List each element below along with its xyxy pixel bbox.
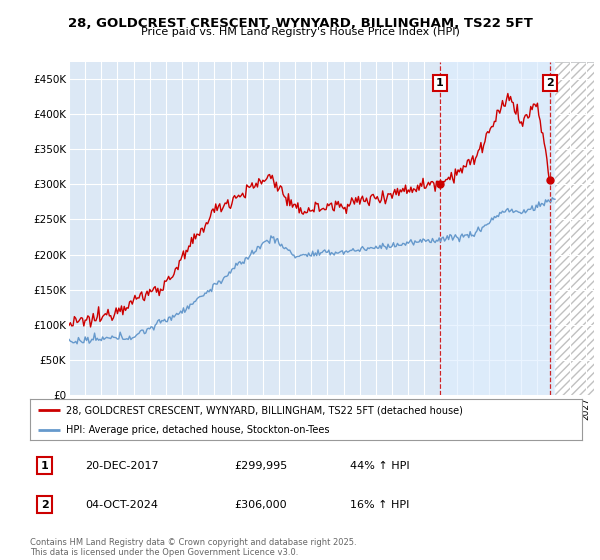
Text: Contains HM Land Registry data © Crown copyright and database right 2025.
This d: Contains HM Land Registry data © Crown c… <box>30 538 356 557</box>
Text: Price paid vs. HM Land Registry's House Price Index (HPI): Price paid vs. HM Land Registry's House … <box>140 27 460 37</box>
Text: 44% ↑ HPI: 44% ↑ HPI <box>350 461 410 471</box>
Text: 04-OCT-2024: 04-OCT-2024 <box>85 500 158 510</box>
Text: 28, GOLDCREST CRESCENT, WYNYARD, BILLINGHAM, TS22 5FT (detached house): 28, GOLDCREST CRESCENT, WYNYARD, BILLING… <box>66 405 463 415</box>
Text: 1: 1 <box>41 461 49 471</box>
Text: £299,995: £299,995 <box>234 461 287 471</box>
Text: HPI: Average price, detached house, Stockton-on-Tees: HPI: Average price, detached house, Stoc… <box>66 424 329 435</box>
Bar <box>440 62 554 395</box>
Text: 20-DEC-2017: 20-DEC-2017 <box>85 461 159 471</box>
Text: 28, GOLDCREST CRESCENT, WYNYARD, BILLINGHAM, TS22 5FT: 28, GOLDCREST CRESCENT, WYNYARD, BILLING… <box>68 17 532 30</box>
Text: 16% ↑ HPI: 16% ↑ HPI <box>350 500 410 510</box>
Text: 1: 1 <box>436 78 444 88</box>
Text: £306,000: £306,000 <box>234 500 287 510</box>
Text: 2: 2 <box>41 500 49 510</box>
Text: 2: 2 <box>546 78 554 88</box>
